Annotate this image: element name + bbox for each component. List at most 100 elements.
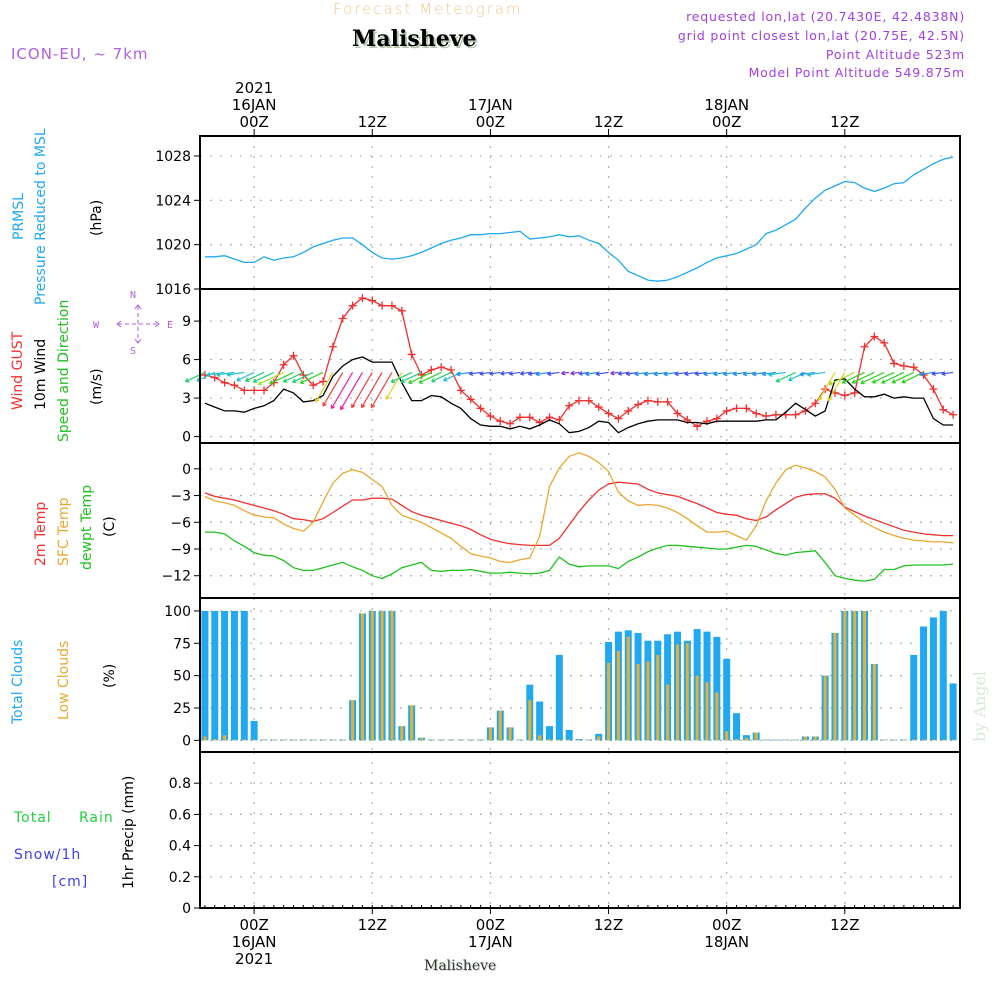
footer-location: Malisheve — [424, 958, 497, 974]
gust-marker — [210, 373, 219, 382]
wind-arrow — [891, 371, 914, 384]
bar-total-clouds — [742, 735, 750, 741]
gust-marker — [811, 399, 820, 408]
grid-point-coords: grid point closest lon,lat (20.75E, 42.5… — [677, 28, 965, 43]
bar-low-clouds — [675, 644, 679, 741]
wind-arrow — [257, 371, 284, 386]
wind-arrow — [723, 371, 737, 377]
y-tick-label: 1028 — [155, 149, 191, 165]
bar-low-clouds — [666, 684, 670, 741]
wind-arrow — [535, 371, 550, 377]
wind-arrow — [684, 371, 698, 377]
y-tick-label: 0 — [182, 901, 191, 917]
gust-marker — [722, 406, 731, 415]
wind-arrow — [663, 371, 678, 377]
gust-marker — [949, 410, 958, 419]
wind-arrow — [841, 371, 865, 384]
gust-marker — [594, 403, 603, 412]
bar-low-clouds — [420, 737, 424, 741]
bar-total-clouds — [929, 617, 937, 741]
bar-low-clouds — [656, 654, 660, 741]
gust-marker — [525, 413, 534, 422]
bar-low-clouds — [538, 735, 542, 741]
gust-marker — [693, 422, 702, 431]
wind-arrow — [292, 371, 314, 383]
wind-arrow — [245, 371, 265, 382]
x-tick-label-bottom: 00Z — [712, 916, 741, 934]
x-tick-label-bottom: 16JAN — [232, 933, 277, 951]
gust-marker — [614, 414, 623, 423]
series-line-2m-temp — [204, 481, 954, 547]
compass-n: N — [130, 290, 137, 301]
x-tick-label-top: 16JAN — [232, 96, 277, 114]
wind-arrow — [610, 370, 619, 376]
wind-arrow — [418, 371, 442, 384]
gust-marker — [348, 301, 357, 310]
x-tick-label-top: 00Z — [712, 113, 741, 131]
bar-low-clouds — [292, 739, 296, 741]
bar-total-clouds — [713, 636, 721, 741]
bar-low-clouds — [931, 739, 935, 741]
bar-low-clouds — [479, 739, 483, 741]
x-tick-label-bottom: 00Z — [239, 916, 268, 934]
bar-low-clouds — [380, 610, 384, 741]
wind-arrow — [236, 371, 255, 382]
y-tick-label: 50 — [173, 669, 191, 685]
gust-marker — [584, 396, 593, 405]
wind-arrow — [351, 372, 373, 409]
y-tick-label: 9 — [182, 314, 191, 330]
gust-marker — [259, 386, 268, 395]
bar-low-clouds — [439, 739, 443, 741]
bar-low-clouds — [469, 739, 473, 741]
bar-total-clouds — [545, 726, 553, 741]
wind-arrow — [456, 371, 471, 377]
gust-marker — [752, 409, 761, 418]
wind-arrow — [806, 371, 826, 377]
x-tick-label-top: 12Z — [830, 113, 859, 131]
bar-total-clouds — [939, 610, 947, 741]
wind-arrow — [851, 371, 875, 384]
bar-low-clouds — [705, 682, 709, 741]
bar-low-clouds — [282, 739, 286, 741]
wind-arrow — [570, 370, 580, 376]
gust-marker — [624, 406, 633, 415]
x-tick-label-top: 12Z — [358, 113, 387, 131]
bar-low-clouds — [331, 739, 335, 741]
bar-low-clouds — [941, 739, 945, 741]
bar-low-clouds — [646, 661, 650, 741]
gust-marker — [742, 404, 751, 413]
precip-cm-label: [cm] — [52, 874, 89, 890]
x-tick-label-bottom: 2021 — [235, 950, 273, 968]
compass-e: E — [167, 320, 174, 331]
wind-arrow — [871, 371, 895, 384]
wind-arrow — [330, 372, 354, 410]
bar-total-clouds — [221, 610, 229, 741]
y-tick-label: −3 — [170, 489, 191, 505]
bar-low-clouds — [636, 664, 640, 741]
precip-total-label: Total — [14, 810, 52, 826]
gust-marker — [575, 396, 584, 405]
x-tick-label-bottom: 12Z — [358, 916, 387, 934]
series-line-dewpt-temp — [204, 531, 954, 582]
gust-marker — [476, 404, 485, 413]
gust-marker — [486, 412, 495, 421]
bar-total-clouds — [949, 683, 957, 741]
bar-low-clouds — [833, 632, 837, 741]
wind-arrow — [184, 371, 206, 383]
chart-subtitle: Forecast Meteogram — [333, 0, 523, 18]
y-tick-label: −9 — [170, 542, 191, 558]
bar-low-clouds — [567, 739, 571, 741]
wind-arrow — [226, 371, 245, 377]
bar-low-clouds — [390, 610, 394, 741]
wind-arrow — [828, 371, 855, 386]
series-line-sfc-temp — [204, 452, 954, 564]
gust-marker — [890, 359, 899, 368]
bar-low-clouds — [735, 739, 739, 741]
y-tick-label: 75 — [173, 636, 191, 652]
y-tick-label: 1016 — [155, 282, 191, 298]
x-tick-label-top: 17JAN — [468, 96, 513, 114]
bar-low-clouds — [843, 610, 847, 741]
bar-total-clouds — [555, 654, 563, 741]
bar-low-clouds — [557, 739, 561, 741]
